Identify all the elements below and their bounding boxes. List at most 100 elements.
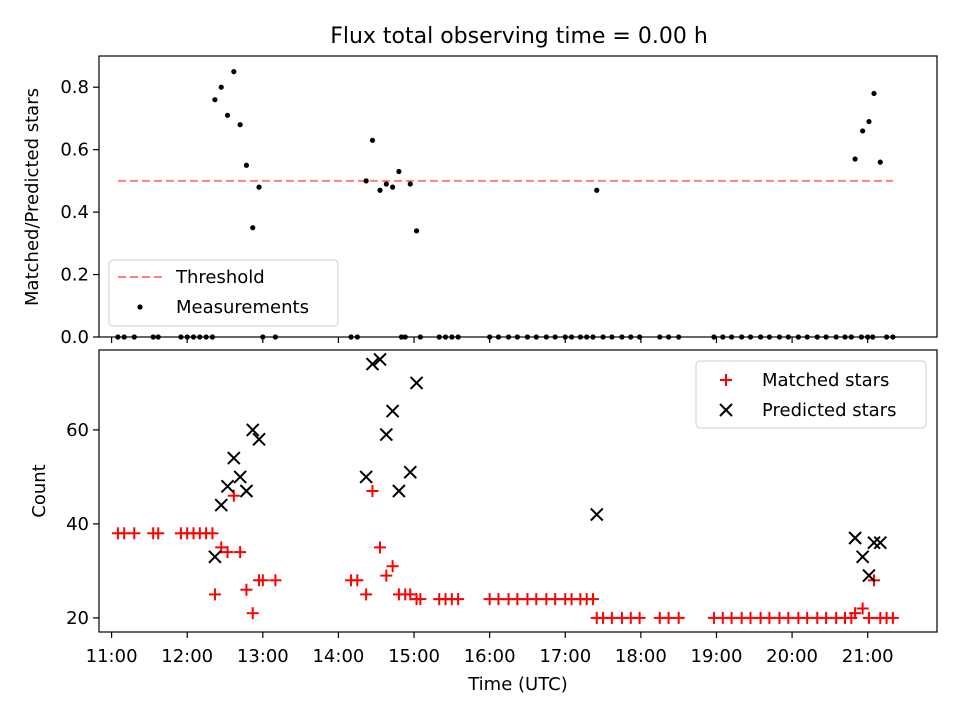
matched-stars-point	[208, 588, 221, 601]
predicted-stars-point	[373, 352, 387, 367]
predicted-stars-point	[862, 568, 876, 583]
bottom-plot-area	[111, 352, 899, 624]
matched-stars-point	[820, 611, 833, 624]
matched-stars-point	[374, 541, 387, 554]
bottom-axes-frame	[98, 349, 938, 633]
predicted-stars-point	[590, 507, 604, 522]
bottom-panel: 20 40 60 11:00 12:00 13:00 14:00 15:00 16:00 17:…	[29, 349, 938, 695]
matched-stars-point	[380, 569, 393, 582]
y-tick-label: 20	[66, 608, 89, 629]
measurement-point	[396, 168, 402, 175]
matched-stars-point	[744, 611, 757, 624]
measurement-point	[237, 122, 243, 128]
x-tick-label: 13:00	[237, 646, 289, 667]
predicted-stars-point	[873, 535, 888, 550]
matched-stars-point	[118, 527, 131, 540]
predicted-stars-point	[233, 470, 247, 484]
top-panel: 0.00.20.40.60.8 Matched/Predicted stars …	[22, 55, 938, 348]
bottom-y-ticks: 20 40 60	[66, 420, 99, 629]
legend-matched-swatch	[720, 374, 732, 386]
measurement-point	[363, 178, 369, 184]
matched-stars-point	[763, 611, 776, 624]
predicted-stars-point	[385, 404, 400, 418]
x-tick-label: 21:00	[842, 646, 894, 667]
matched-stars-point	[862, 611, 875, 624]
legend-measurements-label: Measurements	[176, 297, 309, 318]
x-tick-label: 19:00	[691, 646, 743, 667]
bottom-x-ticks: 11:00 12:00 13:00 14:00 15:00 16:00 17:00 18:00…	[86, 632, 894, 667]
measurement-point	[250, 225, 256, 231]
measurement-point	[390, 184, 396, 190]
matched-stars-point	[206, 527, 219, 540]
y-tick-label: 0.6	[60, 140, 89, 161]
predicted-stars-point	[365, 357, 380, 371]
predicted-stars-point	[239, 484, 254, 498]
matched-stars-point	[511, 593, 524, 606]
matched-stars-point	[366, 485, 379, 497]
predicted-stars-point	[220, 479, 235, 494]
matched-stars-point	[452, 593, 465, 606]
x-tick-label: 14:00	[312, 646, 364, 667]
matched-stars-point	[240, 583, 253, 596]
measurement-point	[852, 156, 858, 162]
matched-stars-point	[414, 593, 427, 606]
matched-stars-point	[128, 527, 141, 540]
x-axis-label: Time (UTC)	[467, 674, 568, 695]
matched-stars-point	[849, 607, 862, 620]
top-y-axis-label: Matched/Predicted stars	[22, 88, 43, 306]
measurement-point	[218, 84, 224, 90]
predicted-stars-point	[252, 432, 266, 447]
top-axes-frame	[98, 55, 938, 338]
matched-stars-point	[605, 611, 618, 624]
predicted-stars-point	[392, 484, 406, 498]
predicted-stars-point	[246, 423, 260, 437]
y-tick-label: 0.8	[60, 77, 89, 98]
matched-stars-point	[404, 588, 417, 601]
legend-predicted-label: Predicted stars	[762, 400, 896, 421]
measurement-point	[594, 187, 600, 193]
matched-stars-point	[672, 611, 685, 624]
measurement-point	[860, 128, 866, 134]
matched-stars-point	[256, 574, 269, 587]
y-tick-label: 40	[66, 514, 89, 535]
x-tick-label: 11:00	[86, 646, 138, 667]
matched-stars-point	[782, 611, 795, 624]
predicted-stars-point	[855, 550, 870, 564]
matched-stars-point	[586, 593, 599, 606]
matched-stars-point	[725, 611, 738, 624]
matched-stars-point	[633, 611, 646, 624]
x-tick-label: 20:00	[766, 646, 818, 667]
predicted-stars-point	[403, 465, 417, 479]
legend-threshold-label: Threshold	[175, 267, 265, 288]
matched-stars-point	[360, 588, 373, 601]
matched-stars-point	[492, 593, 505, 606]
matched-stars-point	[234, 546, 247, 559]
measurement-point	[877, 159, 883, 165]
measurement-point	[231, 69, 237, 75]
top-y-ticks: 0.0 0.2 0.4 0.6 0.8	[60, 77, 99, 348]
matched-stars-point	[246, 607, 259, 620]
top-legend: Threshold Measurements	[108, 259, 339, 327]
matched-stars-point	[856, 602, 869, 615]
measurement-point	[377, 187, 383, 193]
matched-stars-point	[221, 546, 234, 559]
matched-stars-point	[549, 593, 562, 606]
top-plot-area	[115, 69, 896, 340]
top-legend-box	[108, 259, 339, 327]
measurement-point	[413, 228, 420, 234]
bottom-legend-box	[695, 360, 927, 429]
measurement-point	[871, 90, 877, 97]
chart-title: Flux total observing time = 0.00 h	[330, 24, 708, 49]
predicted-stars-point	[227, 451, 241, 465]
predicted-stars-point	[409, 376, 424, 390]
y-tick-label: 0.4	[60, 202, 89, 223]
measurement-point	[224, 112, 231, 118]
matched-stars-point	[351, 574, 364, 587]
bottom-y-axis-label: Count	[29, 464, 50, 517]
matched-stars-point	[662, 611, 675, 624]
matched-stars-point	[269, 574, 282, 587]
x-tick-label: 15:00	[388, 646, 440, 667]
predicted-stars-point	[208, 550, 222, 564]
legend-predicted-swatch	[719, 403, 733, 417]
